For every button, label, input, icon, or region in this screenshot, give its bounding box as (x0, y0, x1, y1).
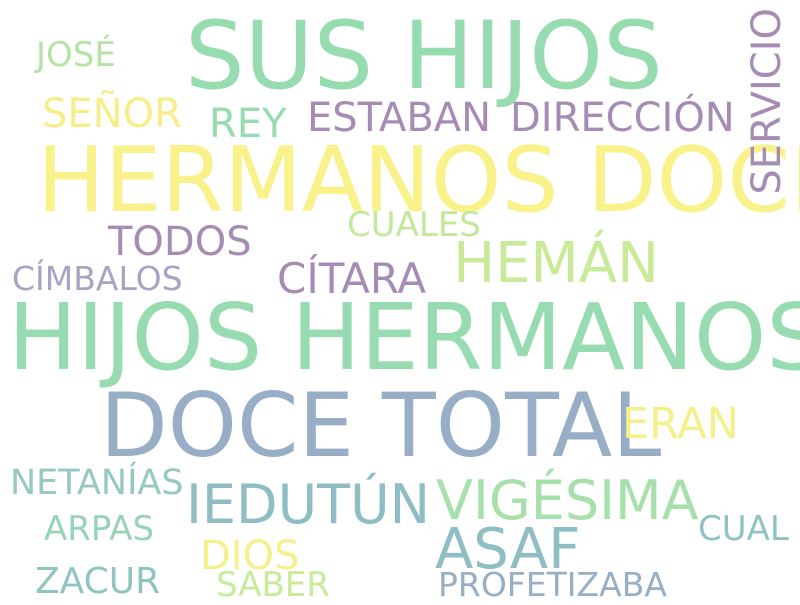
word-zacur: ZACUR (35, 561, 161, 602)
word-eran: ERAN (622, 399, 739, 449)
word-cimbalos: CÍMBALOS (12, 259, 183, 298)
word-heman: HEMÁN (453, 231, 660, 296)
word-arpas: ARPAS (44, 509, 155, 549)
word-todos: TODOS (108, 219, 252, 265)
word-cuales: CUALES (347, 205, 481, 245)
word-estaban: ESTABAN (307, 95, 492, 141)
word-sus-hijos: SUS HIJOS (185, 2, 663, 111)
word-servicio: SERVICIO (744, 8, 790, 195)
word-senor: SEÑOR (42, 91, 182, 137)
word-direccion: DIRECCIÓN (510, 95, 735, 141)
word-jose: JOSÉ (36, 35, 116, 75)
word-profetizaba: PROFETIZABA (438, 565, 667, 604)
word-iedutun: IEDUTÚN (186, 473, 431, 536)
word-saber: SABER (216, 565, 330, 605)
word-vigesima: VIGÉSIMA (436, 469, 699, 532)
word-doce-total: DOCE TOTAL (100, 374, 662, 477)
word-cual: CUAL (698, 509, 789, 549)
word-rey: REY (209, 101, 287, 147)
word-netanias: NETANÍAS (10, 463, 184, 503)
word-hijos-hermanos: HIJOS HERMANOS (8, 284, 800, 391)
word-dios: DIOS (200, 533, 300, 579)
word-hermanos-doce: HERMANOS DOCE (37, 128, 800, 233)
word-citara: CÍTARA (277, 254, 427, 303)
word-asaf: ASAF (435, 517, 581, 582)
